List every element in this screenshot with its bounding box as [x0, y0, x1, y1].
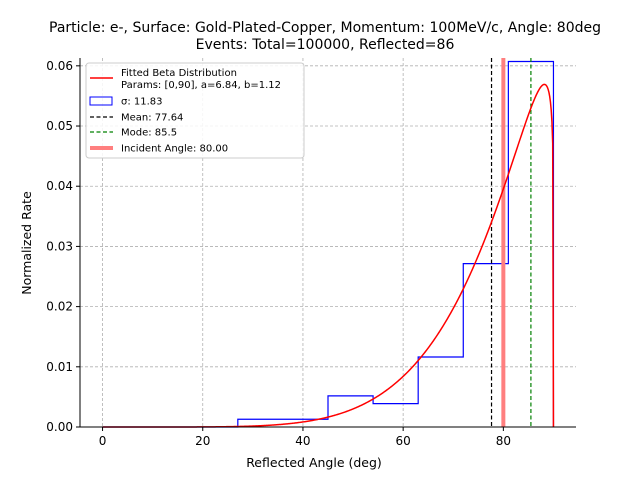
- reference-lines: [490, 58, 532, 427]
- chart-title-line2: Events: Total=100000, Reflected=86: [196, 37, 455, 53]
- legend-handle-histogram: [89, 96, 113, 106]
- x-tick-label-1: 20: [195, 434, 210, 448]
- legend-label-4: Incident Angle: 80.00: [121, 144, 228, 155]
- y-tick-label-6: 0.06: [46, 59, 73, 73]
- y-tick-label-3: 0.03: [46, 239, 73, 253]
- y-tick-label-1: 0.01: [46, 360, 73, 374]
- x-tick-label-3: 60: [396, 434, 411, 448]
- axes: [79, 58, 576, 428]
- y-axis-label: Normalized Rate: [19, 191, 34, 295]
- x-axis-label: Reflected Angle (deg): [246, 455, 382, 470]
- legend-label-1: σ: 11.83: [121, 97, 163, 108]
- x-tick-label-2: 40: [295, 434, 310, 448]
- legend-label-2: Mean: 77.64: [121, 113, 183, 124]
- x-tick-label-0: 0: [99, 434, 107, 448]
- x-axis-ticks: 0 20 40 60 80: [99, 427, 511, 448]
- legend-label-0-line2: Params: [0,90], a=6.84, b=1.12: [121, 80, 281, 91]
- y-tick-label-2: 0.02: [46, 300, 73, 314]
- x-tick-label-4: 80: [496, 434, 511, 448]
- legend-frame: [85, 62, 305, 159]
- legend-label-3: Mode: 85.5: [121, 128, 177, 139]
- y-tick-label-4: 0.04: [46, 179, 73, 193]
- chart-title-line1: Particle: e-, Surface: Gold-Plated-Coppe…: [49, 20, 601, 36]
- y-axis-ticks: 0.00 0.01 0.02 0.03 0.04 0.05 0.06: [46, 59, 80, 434]
- y-tick-label-0: 0.00: [46, 420, 73, 434]
- y-tick-label-5: 0.05: [46, 119, 73, 133]
- legend-label-0: Fitted Beta Distribution: [121, 68, 237, 79]
